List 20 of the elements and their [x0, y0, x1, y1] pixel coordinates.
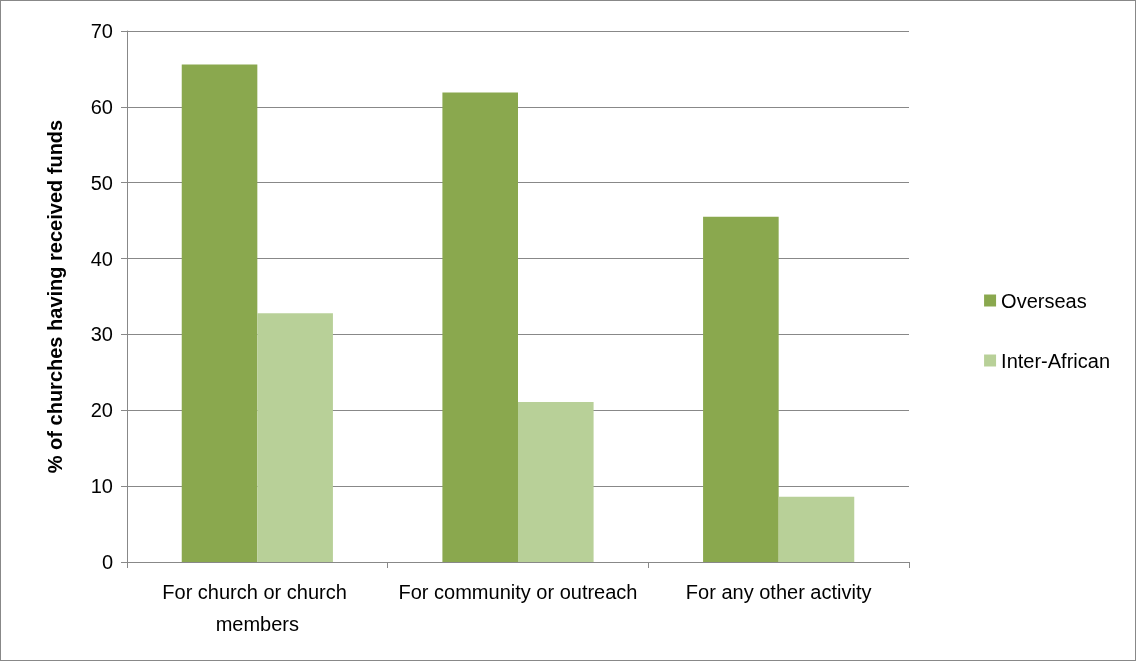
bar — [442, 92, 518, 562]
y-tick-label: 50 — [90, 171, 113, 194]
y-tick-label: 10 — [90, 475, 113, 498]
bar — [181, 64, 258, 562]
bar — [257, 313, 333, 562]
y-tick-label: 30 — [90, 323, 113, 346]
y-tick-label: 0 — [101, 551, 113, 573]
bar — [778, 496, 855, 562]
y-tick-label: 60 — [90, 95, 113, 118]
y-tick-label: 20 — [90, 399, 113, 422]
bar — [703, 216, 779, 562]
legend-label: Inter-African — [1001, 349, 1111, 372]
legend-label: Overseas — [1001, 289, 1087, 312]
y-tick-label: 70 — [90, 20, 113, 42]
bar — [518, 401, 594, 562]
y-tick-label: 40 — [90, 247, 113, 270]
x-tick-label: For community or outreach — [398, 581, 638, 603]
x-tick-label: For any other activity — [685, 581, 872, 603]
x-tick-label: For church or church members — [162, 581, 353, 635]
y-axis-title: % of churches having received funds — [44, 119, 66, 474]
